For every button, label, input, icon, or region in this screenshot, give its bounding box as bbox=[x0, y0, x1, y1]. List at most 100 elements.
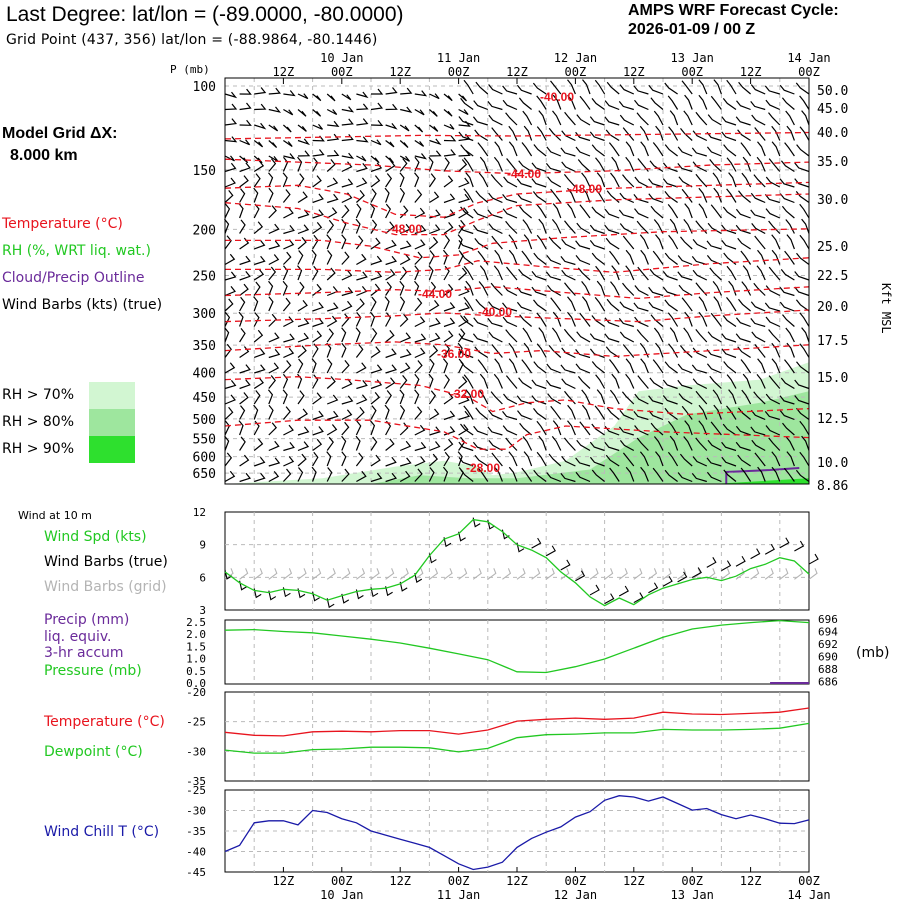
wind-barb bbox=[604, 208, 620, 219]
wind-barb bbox=[668, 126, 679, 141]
wind-barb bbox=[384, 187, 390, 203]
wind-barb bbox=[799, 312, 810, 327]
wind-barb bbox=[443, 175, 454, 188]
wind-barb bbox=[550, 405, 562, 420]
wind-barb bbox=[662, 379, 678, 390]
wind-barb bbox=[677, 255, 693, 266]
model-grid-label: Model Grid ΔX: bbox=[2, 125, 118, 142]
grid-barb bbox=[545, 568, 555, 580]
wind-barb bbox=[502, 316, 518, 328]
wind-barb bbox=[463, 79, 474, 95]
wind-barb bbox=[532, 191, 547, 203]
wind-barb bbox=[458, 159, 468, 172]
wind-barb bbox=[737, 129, 751, 142]
wind-barb bbox=[741, 389, 752, 405]
wind-barb bbox=[268, 313, 278, 327]
wind-barb bbox=[429, 124, 439, 132]
windchill-tick: -40 bbox=[186, 846, 206, 859]
wind-barb bbox=[399, 254, 411, 266]
wind-barb bbox=[735, 441, 751, 452]
wind-barb bbox=[443, 392, 454, 405]
temp-tick: -35 bbox=[186, 775, 206, 788]
wind-barb bbox=[547, 393, 562, 405]
wind-barb bbox=[648, 395, 664, 405]
wind-barb bbox=[677, 379, 693, 390]
wind-barb bbox=[370, 405, 377, 420]
wind-barb bbox=[692, 378, 708, 390]
wind-barb bbox=[414, 207, 426, 219]
wind-barb bbox=[283, 316, 294, 328]
wind-barb bbox=[297, 191, 308, 204]
wind-barb bbox=[326, 267, 336, 281]
legend-pressure: Pressure (mb) bbox=[44, 663, 142, 679]
wind-barb bbox=[385, 438, 395, 451]
bottom-date-label: 10 Jan bbox=[320, 888, 363, 900]
wind-barb bbox=[458, 302, 471, 312]
wind-barb bbox=[750, 84, 766, 95]
wind-barb bbox=[458, 250, 464, 265]
wind-barb bbox=[768, 266, 781, 281]
wind-barb bbox=[297, 124, 307, 132]
true-barb bbox=[618, 585, 629, 597]
wind-barb bbox=[622, 174, 635, 188]
wind-barb bbox=[536, 343, 547, 358]
wind-barb bbox=[487, 101, 503, 111]
wind-barb bbox=[458, 116, 474, 126]
wind-barb bbox=[710, 421, 722, 436]
wind-barb bbox=[399, 362, 411, 374]
top-hour-label: 00Z bbox=[565, 65, 587, 79]
wind-barb bbox=[326, 219, 335, 234]
wind-barb bbox=[312, 451, 319, 467]
wind-barb bbox=[477, 359, 489, 374]
pressure-tick: 686 bbox=[818, 676, 838, 689]
wind-barb bbox=[297, 408, 308, 421]
wind-barb bbox=[283, 424, 294, 436]
windchill-line bbox=[224, 795, 810, 871]
wind-barb bbox=[757, 358, 766, 374]
wind-barb bbox=[385, 155, 394, 164]
wind-barb bbox=[503, 176, 518, 188]
wind-barb bbox=[794, 162, 810, 173]
wind-barb bbox=[706, 146, 722, 157]
wind-barb bbox=[356, 91, 369, 99]
wind-barb bbox=[224, 343, 232, 358]
wind-barb bbox=[728, 280, 737, 296]
wind-barb bbox=[458, 224, 474, 235]
wind-barb bbox=[465, 172, 474, 188]
wind-barb bbox=[414, 251, 423, 265]
wind-barb bbox=[713, 187, 722, 203]
wind-barb bbox=[735, 317, 751, 328]
wind-barb bbox=[478, 172, 489, 188]
wind-barb bbox=[768, 437, 781, 451]
wind-barb bbox=[326, 207, 338, 219]
wind-barb bbox=[604, 224, 620, 235]
wind-barb bbox=[414, 172, 420, 188]
wind-barb bbox=[327, 120, 340, 127]
wind-barb bbox=[311, 466, 317, 482]
wind-barb bbox=[239, 296, 246, 312]
wind-barb bbox=[548, 345, 562, 358]
wind-barb bbox=[757, 466, 766, 482]
wind-barb bbox=[681, 297, 693, 312]
wind-barb bbox=[521, 250, 533, 265]
wind-barb bbox=[429, 300, 440, 312]
wind-barb bbox=[414, 360, 423, 374]
wind-barb bbox=[736, 100, 751, 111]
wind-barb bbox=[267, 389, 274, 405]
wind-barb bbox=[385, 221, 395, 234]
kft-tick: 17.5 bbox=[817, 334, 848, 349]
wind-barb bbox=[282, 373, 289, 389]
wind-barb bbox=[692, 269, 708, 281]
top-hour-label: 12Z bbox=[273, 65, 295, 79]
wind-barb bbox=[519, 422, 532, 436]
wind-barb bbox=[678, 284, 693, 297]
wind-barb bbox=[385, 123, 398, 130]
wind-barb bbox=[428, 173, 436, 188]
wind-barb bbox=[547, 284, 562, 297]
wind-barb bbox=[399, 332, 412, 343]
wind-barb bbox=[282, 265, 289, 281]
wind-barb bbox=[801, 327, 810, 343]
wind-barb bbox=[400, 87, 413, 95]
true-barb bbox=[706, 557, 717, 568]
true-barb bbox=[326, 598, 335, 609]
